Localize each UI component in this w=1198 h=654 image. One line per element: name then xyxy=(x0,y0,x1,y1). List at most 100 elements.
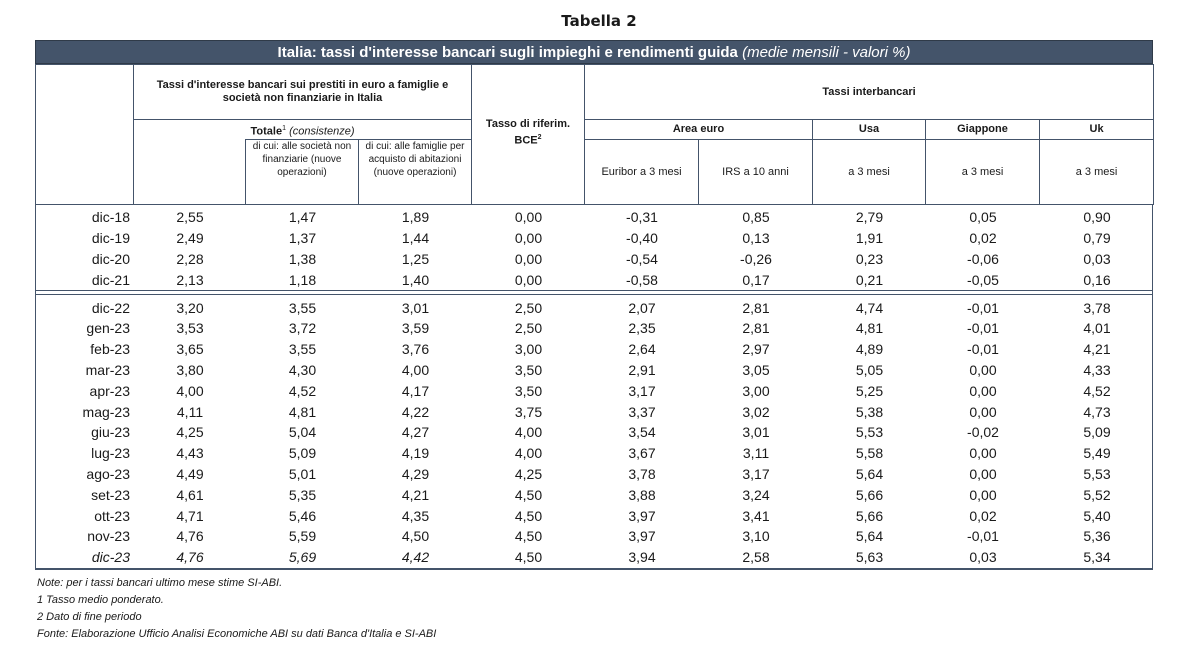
note-line: 2 Dato di fine periodo xyxy=(37,611,142,623)
table-cell: 4,49 xyxy=(176,465,204,482)
table-cell: 1,25 xyxy=(401,250,430,267)
table-row: mag-23 4,11 4,81 4,22 3,75 3,37 3,02 5,38 0,00 4,… xyxy=(36,401,1154,422)
table-cell: -0,02 xyxy=(967,424,999,441)
table-cell: 4,74 xyxy=(855,299,884,316)
table-cell: 4,21 xyxy=(1083,341,1111,358)
table-cell: -0,54 xyxy=(626,250,658,267)
table-cell: 5,46 xyxy=(288,507,317,524)
table-cell: 1,37 xyxy=(288,230,317,247)
row-label: giu-23 xyxy=(91,424,130,441)
table-cell: -0,40 xyxy=(626,230,658,247)
table-cell: 4,81 xyxy=(855,320,884,337)
row-label: ott-23 xyxy=(94,507,130,524)
row-label: feb-23 xyxy=(90,341,130,358)
table-cell: 3,50 xyxy=(514,382,543,399)
table-cell: 2,91 xyxy=(628,361,656,378)
table-cell: 3,53 xyxy=(176,320,204,337)
table-cell: 5,09 xyxy=(288,445,317,462)
header-totale-col xyxy=(133,139,246,205)
table-cell: 5,04 xyxy=(288,424,317,441)
table-cell: 2,55 xyxy=(176,209,204,226)
table-cell: 0,00 xyxy=(969,486,997,503)
table-cell: 5,38 xyxy=(855,403,884,420)
table-row: set-23 4,61 5,35 4,21 4,50 3,88 3,24 5,66 0,00 5,… xyxy=(36,484,1154,505)
table-cell: 0,79 xyxy=(1083,230,1111,247)
table-cell: 4,21 xyxy=(401,486,430,503)
header-usa-sub: a 3 mesi xyxy=(812,139,926,205)
table-cell: 3,05 xyxy=(742,361,770,378)
table-cell: 5,36 xyxy=(1083,528,1111,545)
footnotes: Note: per i tassi bancari ultimo mese st… xyxy=(37,575,436,643)
table-cell: 5,66 xyxy=(855,507,884,524)
table-cell: 0,90 xyxy=(1083,209,1111,226)
table-cell: 3,50 xyxy=(514,361,543,378)
table-row: ott-23 4,71 5,46 4,35 4,50 3,97 3,41 5,66 0,02 5,… xyxy=(36,505,1154,526)
table-cell: 2,97 xyxy=(742,341,770,358)
table-cell: 5,01 xyxy=(288,465,317,482)
table-cell: 0,00 xyxy=(969,465,997,482)
table-cell: 4,22 xyxy=(401,403,430,420)
table-banner: Italia: tassi d'interesse bancari sugli … xyxy=(35,40,1153,64)
table-row: apr-23 4,00 4,52 4,17 3,50 3,17 3,00 5,25 0,00 4,… xyxy=(36,380,1154,401)
table-cell: 4,25 xyxy=(514,465,543,482)
row-label: dic-20 xyxy=(91,250,130,267)
header-usa: Usa xyxy=(812,119,926,140)
table-cell: 0,00 xyxy=(514,250,543,267)
table-cell: 4,71 xyxy=(176,507,204,524)
table-cell: 4,50 xyxy=(514,507,543,524)
table-cell: 0,17 xyxy=(742,271,770,288)
table-row: dic-21 2,13 1,18 1,40 0,00 -0,58 0,17 0,21 -0,05… xyxy=(36,269,1154,290)
table-cell: -0,05 xyxy=(967,271,999,288)
table-cell: 4,17 xyxy=(401,382,430,399)
table-cell: 3,65 xyxy=(176,341,204,358)
table-row: dic-22 3,20 3,55 3,01 2,50 2,07 2,81 4,74 -0,01 3… xyxy=(36,297,1154,318)
table-cell: 0,05 xyxy=(969,209,997,226)
rates-table: Italia: tassi d'interesse bancari sugli … xyxy=(35,40,1155,570)
table-cell: 3,94 xyxy=(628,549,656,566)
table-cell: 4,76 xyxy=(176,528,204,545)
table-cell: 4,29 xyxy=(401,465,430,482)
table-cell: 4,50 xyxy=(514,549,543,566)
table-cell: 3,72 xyxy=(288,320,317,337)
table-cell: 3,37 xyxy=(628,403,656,420)
table-cell: 3,67 xyxy=(628,445,656,462)
table-cell: 1,38 xyxy=(288,250,317,267)
table-cell: 3,41 xyxy=(742,507,770,524)
header-bce: Tasso di riferim. BCE2 xyxy=(471,64,585,205)
row-label: dic-23 xyxy=(91,549,130,566)
row-label: set-23 xyxy=(91,486,130,503)
note-line: Fonte: Elaborazione Ufficio Analisi Econ… xyxy=(37,628,437,640)
table-cell: 5,58 xyxy=(855,445,884,462)
table-cell: 4,42 xyxy=(401,549,430,566)
table-cell: 4,27 xyxy=(401,424,430,441)
note-line: Note: per i tassi bancari ultimo mese st… xyxy=(37,577,283,589)
table-cell: 5,53 xyxy=(1083,465,1111,482)
row-label: gen-23 xyxy=(86,320,130,337)
table-row: gen-23 3,53 3,72 3,59 2,50 2,35 2,81 4,81 -0,01 4… xyxy=(36,318,1154,339)
table-cell: 3,10 xyxy=(742,528,770,545)
table-cell: 0,00 xyxy=(969,445,997,462)
table-cell: 4,61 xyxy=(176,486,204,503)
table-cell: 4,30 xyxy=(288,361,317,378)
table-cell: 3,00 xyxy=(742,382,770,399)
table-cell: 3,01 xyxy=(401,299,430,316)
table-row: lug-23 4,43 5,09 4,19 4,00 3,67 3,11 5,58 0,00 5,… xyxy=(36,443,1154,464)
table-row: ago-23 4,49 5,01 4,29 4,25 3,78 3,17 5,64 0,00 5,… xyxy=(36,464,1154,485)
table-cell: -0,01 xyxy=(967,341,999,358)
table-cell: -0,01 xyxy=(967,320,999,337)
table-cell: -0,06 xyxy=(967,250,999,267)
table-cell: 4,76 xyxy=(176,549,204,566)
table-cell: 3,55 xyxy=(288,341,317,358)
row-label: mar-23 xyxy=(85,361,130,378)
table-cell: 1,47 xyxy=(288,209,317,226)
table-cell: 2,35 xyxy=(628,320,656,337)
table-cell: 4,00 xyxy=(514,424,543,441)
table-cell: 4,00 xyxy=(176,382,204,399)
table-cell: 3,11 xyxy=(742,445,770,462)
row-label: dic-19 xyxy=(91,230,130,247)
row-label: dic-18 xyxy=(91,209,130,226)
table-cell: -0,01 xyxy=(967,528,999,545)
table-cell: 4,00 xyxy=(401,361,430,378)
header-uk: Uk xyxy=(1038,119,1155,140)
table-cell: -0,01 xyxy=(967,299,999,316)
